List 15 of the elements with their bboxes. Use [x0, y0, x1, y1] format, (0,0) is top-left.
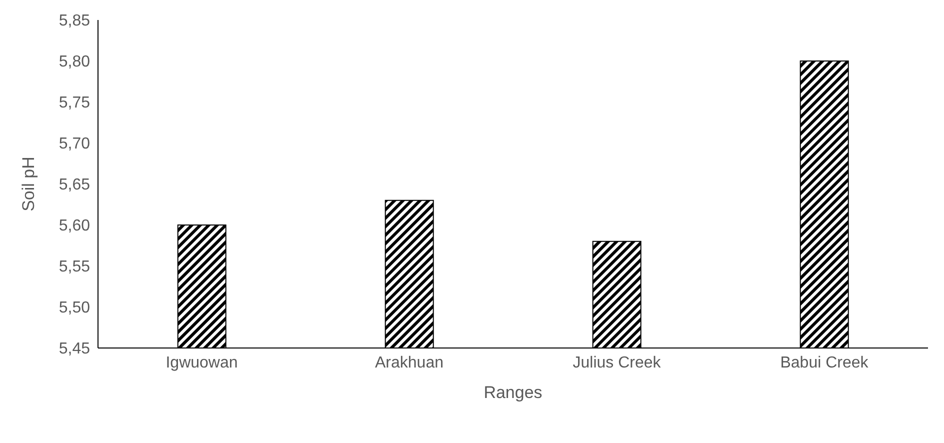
y-tick-label: 5,75 [58, 94, 90, 112]
x-tick-label: Arakhuan [375, 354, 444, 372]
y-tick-label: 5,85 [58, 12, 90, 30]
x-axis-title: Ranges [484, 383, 542, 402]
x-tick-label: Julius Creek [572, 354, 662, 372]
y-tick-label: 5,50 [58, 300, 90, 317]
y-tick-label: 5,70 [58, 136, 90, 153]
y-tick-label: 5,80 [58, 54, 90, 71]
y-tick-label: 5,60 [58, 218, 90, 235]
y-axis-title: Soil pH [19, 156, 38, 212]
x-tick-label: Igwuowan [166, 354, 238, 372]
x-tick-label: Babui Creek [780, 354, 870, 372]
y-tick-label: 5,45 [58, 340, 90, 358]
y-tick-label: 5,55 [58, 258, 90, 276]
y-tick-label: 5,65 [58, 176, 90, 194]
